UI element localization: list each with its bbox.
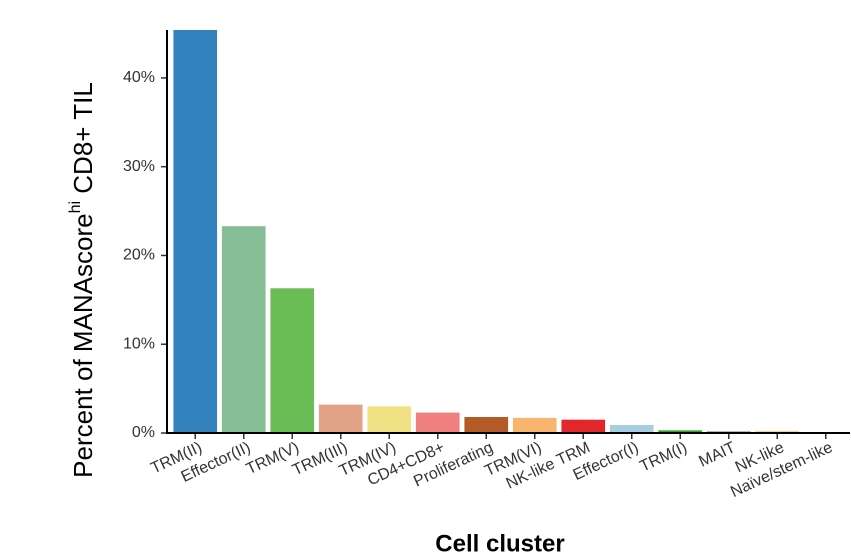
- bar: [173, 30, 218, 433]
- bar: [367, 406, 412, 433]
- y-tick-label: 30%: [123, 158, 155, 175]
- y-tick-label: 20%: [123, 247, 155, 264]
- bar: [270, 288, 315, 433]
- bar: [415, 412, 460, 433]
- x-tick-label: TRM(I): [637, 439, 689, 475]
- bar: [561, 419, 606, 433]
- y-axis-title-part: CD8+ TIL: [68, 82, 98, 201]
- bar: [464, 417, 509, 433]
- y-axis-title: Percent of MANAscorehi CD8+ TIL: [67, 82, 98, 478]
- y-axis-title-part: Percent of MANAscore: [68, 213, 98, 477]
- y-axis-title-sup: hi: [67, 201, 84, 213]
- bar: [609, 425, 654, 433]
- y-tick-label: 10%: [123, 335, 155, 352]
- x-axis-title: Cell cluster: [435, 530, 564, 552]
- bar: [318, 404, 363, 433]
- bar: [512, 417, 557, 433]
- x-tick-label: MAIT: [696, 439, 738, 471]
- y-tick-label: 0%: [132, 424, 155, 441]
- bar: [221, 226, 266, 433]
- bar: [658, 430, 703, 433]
- y-tick-label: 40%: [123, 69, 155, 86]
